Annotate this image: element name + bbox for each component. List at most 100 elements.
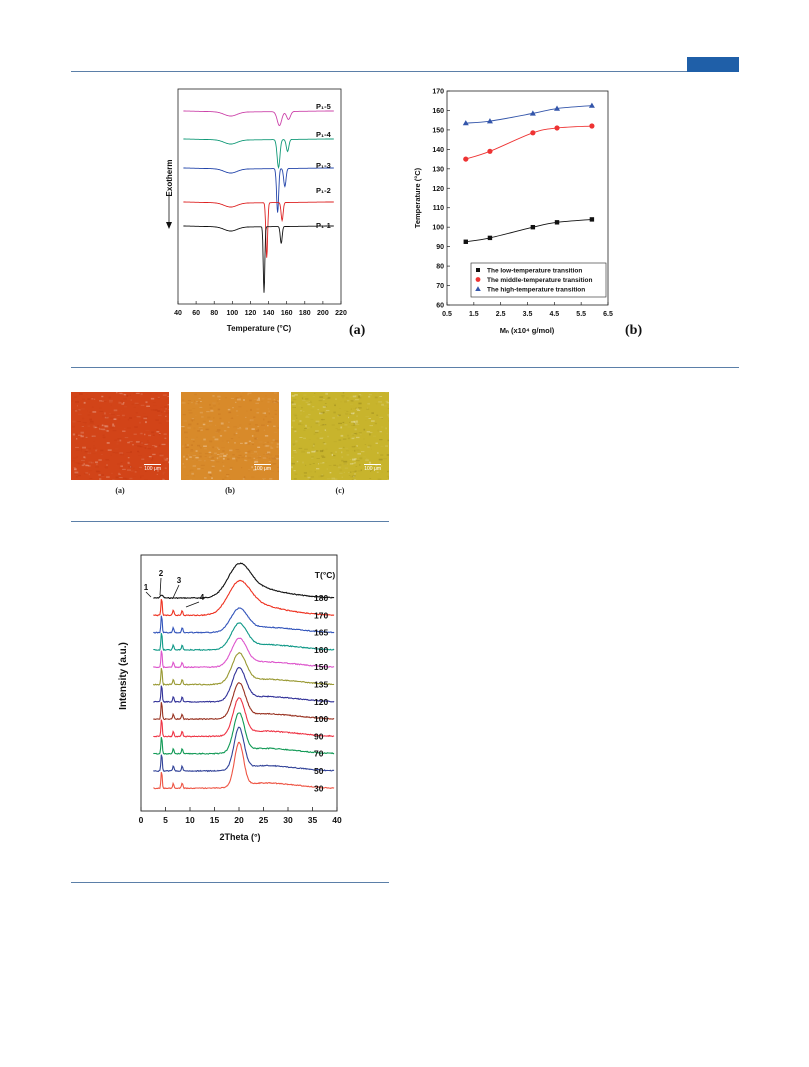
xrd-xtick-label: 15 <box>210 815 220 825</box>
dsc-xtick-label: 140 <box>263 310 275 317</box>
micrograph-image: 100 μm <box>71 392 169 480</box>
transition-xtick-label: 3.5 <box>523 311 533 318</box>
dsc-xlabel: Temperature (°C) <box>227 324 292 333</box>
transition-ytick-label: 100 <box>432 225 444 232</box>
transition-point <box>530 224 536 230</box>
dsc-xtick-label: 160 <box>281 310 293 317</box>
legend-marker <box>475 277 481 282</box>
xrd-temperature-label: 150 <box>314 662 328 672</box>
transition-point <box>486 118 493 124</box>
xrd-xtick-label: 20 <box>234 815 244 825</box>
xrd-legend-title: T(°C) <box>315 570 336 580</box>
transition-point <box>554 105 561 111</box>
transition-xtick-label: 4.5 <box>549 311 559 318</box>
micrograph-caption: (b) <box>225 486 235 495</box>
dsc-xtick-label: 180 <box>299 310 311 317</box>
transition-point <box>463 156 469 162</box>
xrd-peak-label: 3 <box>177 576 182 585</box>
legend-entry: The middle-temperature transition <box>487 277 592 284</box>
xrd-curve <box>153 562 335 600</box>
xrd-temperature-label: 165 <box>314 628 328 638</box>
xrd-xtick-label: 25 <box>259 815 269 825</box>
transition-ytick-label: 160 <box>432 108 444 115</box>
transition-ytick-label: 60 <box>436 303 444 310</box>
transition-panel-label: (b) <box>625 323 643 338</box>
legend-marker <box>476 268 480 272</box>
header-tab <box>687 57 739 72</box>
scale-bar: 100 μm <box>254 464 271 472</box>
dsc-xtick-label: 200 <box>317 310 329 317</box>
transition-ytick-label: 150 <box>432 127 444 134</box>
section-rule-3 <box>71 882 389 883</box>
xrd-temperature-label: 135 <box>314 680 328 690</box>
xrd-xtick-label: 5 <box>163 815 168 825</box>
dsc-xtick-label: 60 <box>192 310 200 317</box>
xrd-temperature-label: 100 <box>314 714 328 724</box>
dsc-xtick-label: 100 <box>226 310 238 317</box>
xrd-temperature-label: 90 <box>314 731 324 741</box>
transition-ytick-label: 90 <box>436 244 444 251</box>
xrd-temperature-label: 50 <box>314 766 324 776</box>
transition-point <box>589 217 595 222</box>
transition-point <box>487 148 493 154</box>
transition-xtick-label: 2.5 <box>496 311 506 318</box>
scale-bar: 100 μm <box>144 464 161 472</box>
exotherm-arrow-head <box>166 222 172 229</box>
dsc-xtick-label: 120 <box>245 310 257 317</box>
micrograph-image: 100 μm <box>181 392 279 480</box>
dsc-xtick-label: 220 <box>335 310 347 317</box>
xrd-peak-label: 1 <box>144 583 149 592</box>
xrd-curve <box>153 697 335 738</box>
xrd-peak-arrow <box>185 601 200 608</box>
transition-point <box>554 125 560 131</box>
xrd-xtick-label: 0 <box>139 815 144 825</box>
dsc-curve <box>183 225 334 293</box>
dsc-curve-label: P₁-5 <box>316 102 331 111</box>
xrd-curve <box>153 622 335 651</box>
xrd-temperature-label: 160 <box>314 645 328 655</box>
xrd-peak-arrow <box>159 577 162 596</box>
micrograph-caption: (a) <box>115 486 125 495</box>
transition-ylabel: Temperature (°C) <box>413 167 422 228</box>
transition-point <box>554 220 560 225</box>
transition-point <box>589 123 595 129</box>
dsc-curve <box>183 167 334 213</box>
dsc-curve <box>183 138 334 170</box>
transition-xtick-label: 1.5 <box>469 311 479 318</box>
xrd-curve <box>153 579 335 617</box>
transition-xtick-label: 6.5 <box>603 311 613 318</box>
xrd-curve <box>153 741 335 790</box>
dsc-curve-label: P₁-2 <box>316 186 331 195</box>
dsc-panel-label: (a) <box>349 323 366 338</box>
xrd-xtick-label: 30 <box>283 815 293 825</box>
xrd-curve <box>153 712 335 755</box>
transition-point <box>487 235 493 241</box>
legend-marker <box>475 286 481 291</box>
dsc-ylabel: Exotherm <box>165 160 174 197</box>
xrd-curve <box>152 651 335 686</box>
scale-bar: 100 μm <box>364 464 381 472</box>
xrd-temperature-label: 120 <box>314 697 328 707</box>
xrd-curve <box>153 667 335 704</box>
xrd-peak-arrow <box>145 591 152 598</box>
section-rule-1 <box>71 367 739 368</box>
xrd-temperature-label: 170 <box>314 610 328 620</box>
dsc-curve-label: P₁-3 <box>316 161 331 170</box>
xrd-temperature-label: 30 <box>314 783 324 793</box>
transition-ytick-label: 80 <box>436 264 444 271</box>
transition-ytick-label: 170 <box>432 89 444 96</box>
dsc-curve-label: P₁-4 <box>316 130 332 139</box>
transition-point <box>529 110 536 116</box>
micrograph-image: 100 μm <box>291 392 389 480</box>
transition-point <box>530 130 536 136</box>
transition-point <box>588 102 595 108</box>
dsc-curve <box>183 201 334 258</box>
xrd-curve <box>153 726 335 773</box>
transition-xtick-label: 5.5 <box>576 311 586 318</box>
xrd-xtick-label: 35 <box>308 815 318 825</box>
dsc-xtick-label: 80 <box>210 310 218 317</box>
header-rule <box>71 71 739 72</box>
section-rule-2 <box>71 521 389 522</box>
